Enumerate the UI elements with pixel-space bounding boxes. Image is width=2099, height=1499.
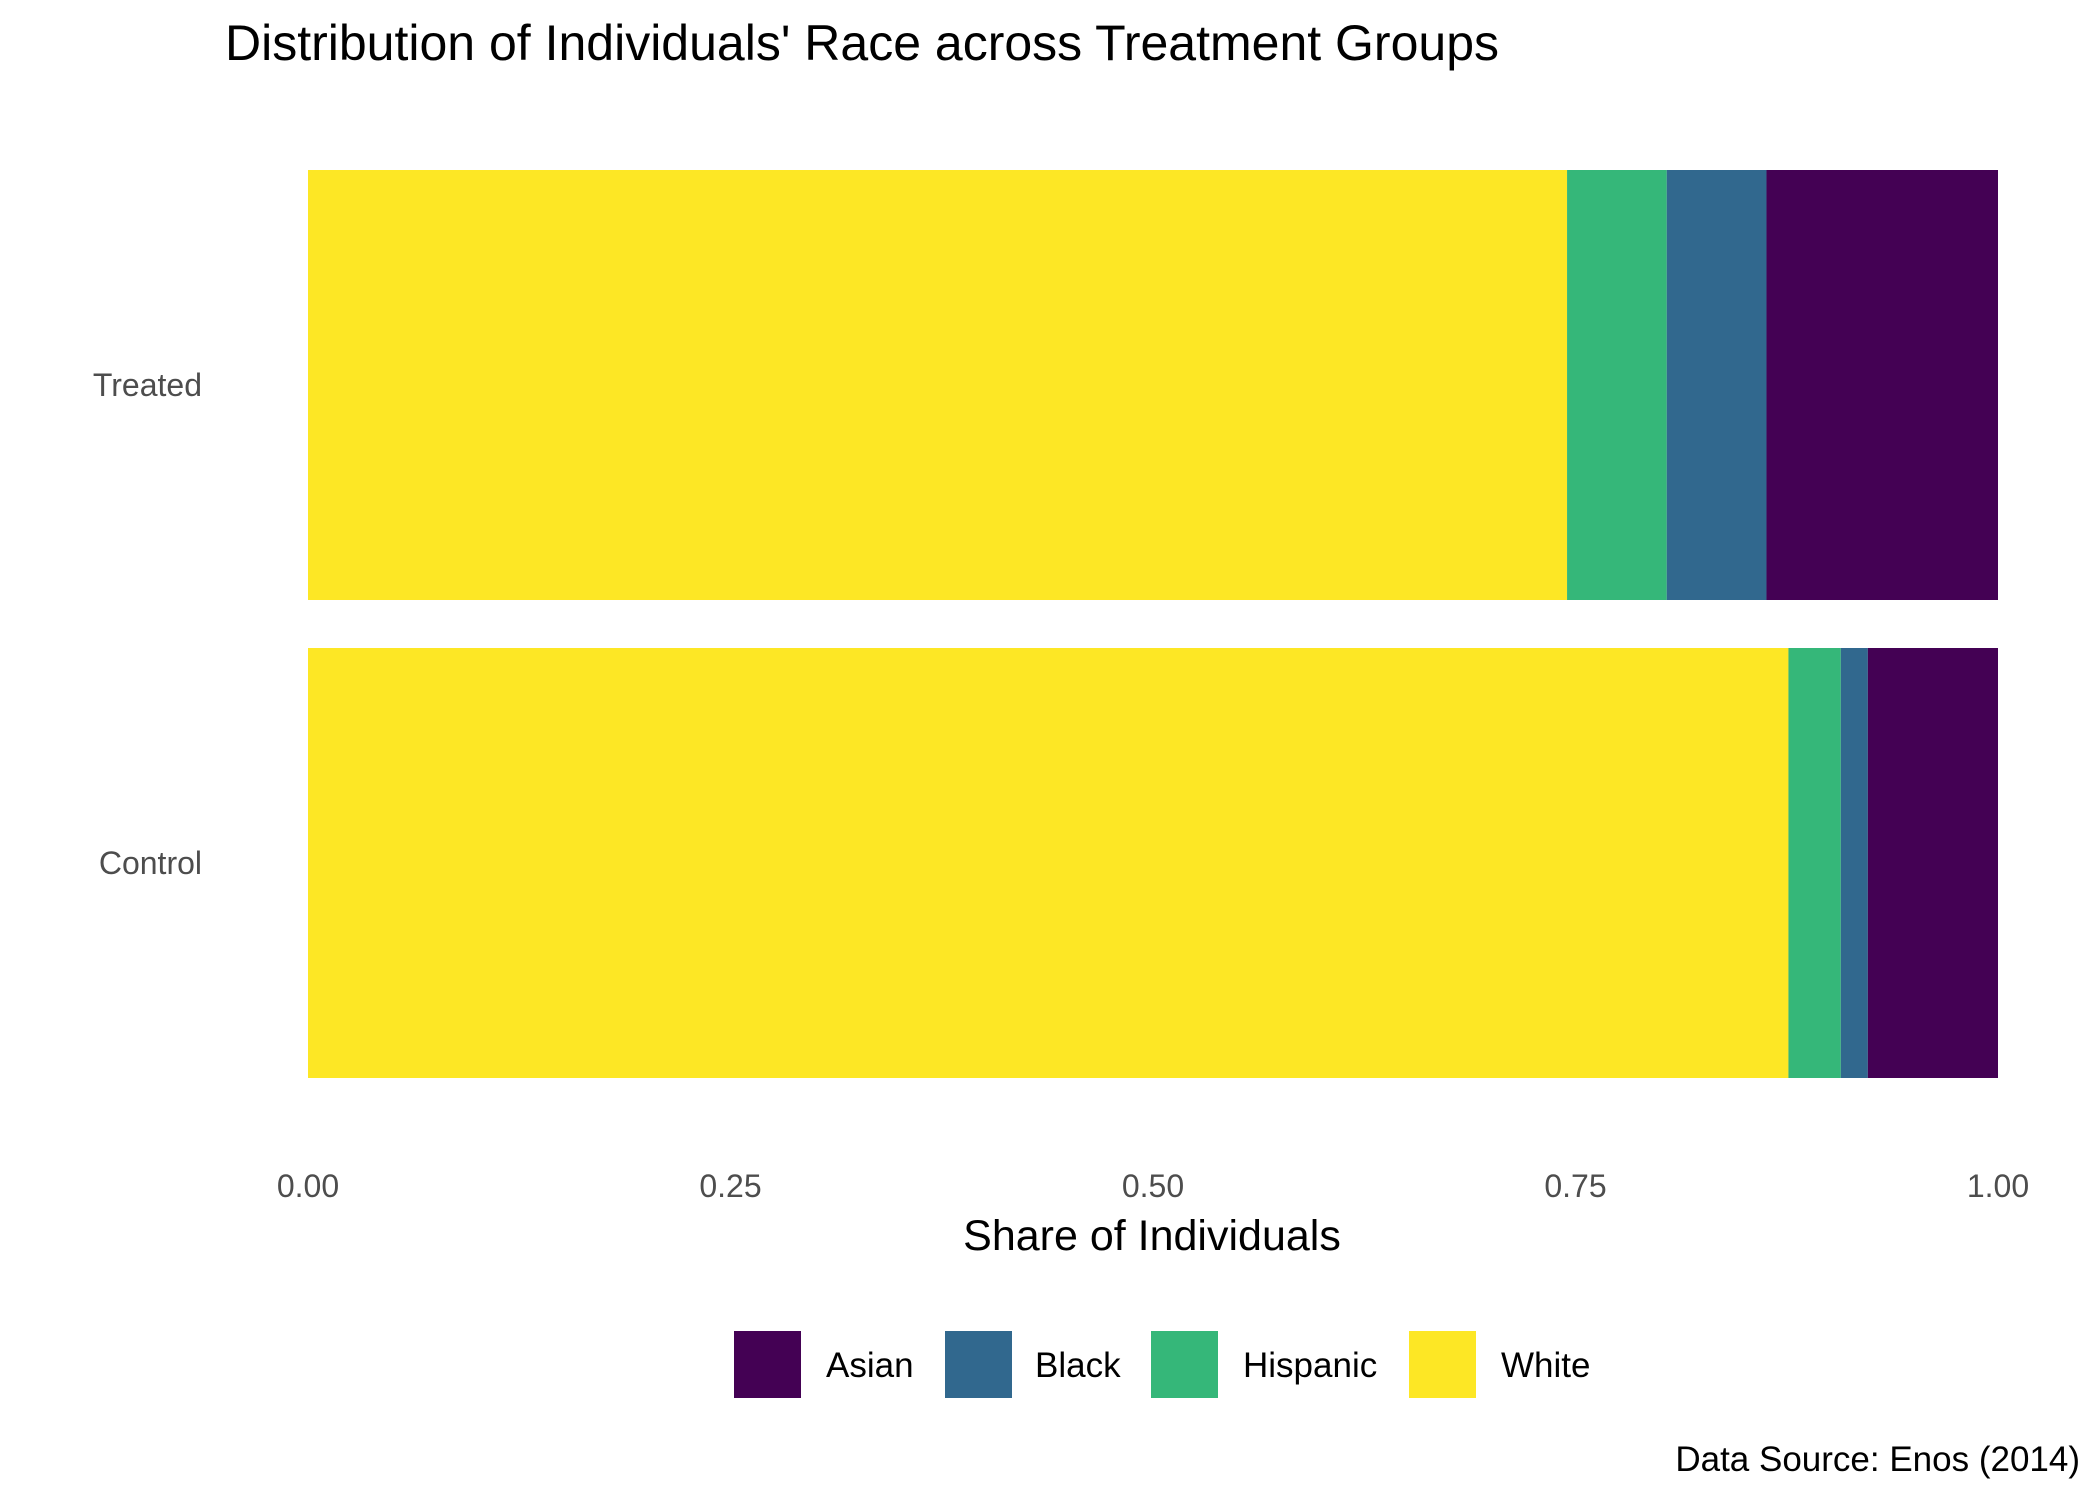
plot-area <box>308 170 1998 1078</box>
legend-label: Black <box>1035 1346 1121 1385</box>
legend: Asian Black Hispanic White <box>734 1331 1590 1398</box>
legend-label: White <box>1501 1346 1590 1385</box>
y-axis: Treated Control <box>93 367 202 881</box>
bar-treated-black <box>1666 170 1767 600</box>
x-tick-label: 0.00 <box>277 1168 339 1204</box>
legend-label: Asian <box>826 1346 914 1385</box>
bar-treated-white <box>308 170 1568 600</box>
bar-control-asian <box>1867 648 1998 1078</box>
legend-item-black: Black <box>945 1331 1121 1398</box>
x-axis: 0.00 0.25 0.50 0.75 1.00 <box>277 1168 2029 1204</box>
legend-swatch <box>734 1331 801 1398</box>
bar-treated-hispanic <box>1567 170 1667 600</box>
bar-control-black <box>1840 648 1868 1078</box>
x-tick-label: 1.00 <box>1967 1168 2029 1204</box>
legend-swatch <box>1151 1331 1218 1398</box>
bar-control-hispanic <box>1788 648 1841 1078</box>
caption: Data Source: Enos (2014) <box>1675 1440 2080 1479</box>
legend-swatch <box>1409 1331 1476 1398</box>
y-tick-label: Treated <box>93 367 202 403</box>
x-tick-label: 0.50 <box>1122 1168 1184 1204</box>
legend-item-white: White <box>1409 1331 1590 1398</box>
chart-title: Distribution of Individuals' Race across… <box>225 15 1499 71</box>
x-tick-label: 0.25 <box>699 1168 761 1204</box>
x-axis-title: Share of Individuals <box>963 1212 1341 1260</box>
legend-item-asian: Asian <box>734 1331 914 1398</box>
bar-control-white <box>308 648 1789 1078</box>
legend-swatch <box>945 1331 1012 1398</box>
legend-item-hispanic: Hispanic <box>1151 1331 1377 1398</box>
legend-label: Hispanic <box>1243 1346 1377 1385</box>
bar-treated-asian <box>1766 170 1998 600</box>
y-tick-label: Control <box>99 845 202 881</box>
x-tick-label: 0.75 <box>1544 1168 1606 1204</box>
